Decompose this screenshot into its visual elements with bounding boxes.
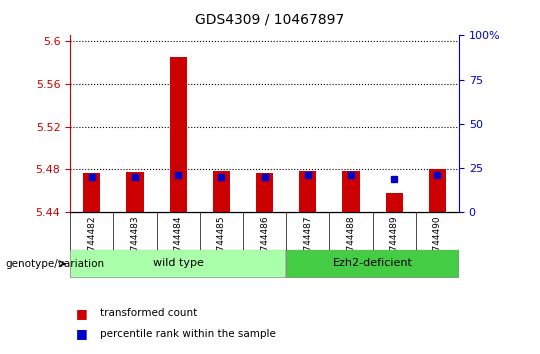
Bar [342,171,360,212]
Text: ■: ■ [76,327,87,340]
Text: percentile rank within the sample: percentile rank within the sample [100,329,276,339]
Text: ■: ■ [76,307,87,320]
Text: GSM744485: GSM744485 [217,215,226,270]
Text: GDS4309 / 10467897: GDS4309 / 10467897 [195,12,345,27]
Text: GSM744482: GSM744482 [87,215,96,270]
Text: genotype/variation: genotype/variation [5,259,105,269]
FancyBboxPatch shape [286,250,459,278]
Text: GSM744490: GSM744490 [433,215,442,270]
Bar [256,173,273,212]
Bar [213,171,230,212]
Text: GSM744489: GSM744489 [390,215,399,270]
Bar [170,57,187,212]
Text: GSM744487: GSM744487 [303,215,312,270]
Text: GSM744488: GSM744488 [347,215,355,270]
Text: GSM744486: GSM744486 [260,215,269,270]
Bar [429,170,446,212]
Text: GSM744483: GSM744483 [131,215,139,270]
Text: wild type: wild type [153,258,204,268]
FancyBboxPatch shape [70,250,286,278]
Bar [83,173,100,212]
Bar [299,171,316,212]
Text: Ezh2-deficient: Ezh2-deficient [333,258,413,268]
Text: transformed count: transformed count [100,308,197,318]
Bar [126,172,144,212]
Bar [386,193,403,212]
Text: GSM744484: GSM744484 [174,215,183,270]
